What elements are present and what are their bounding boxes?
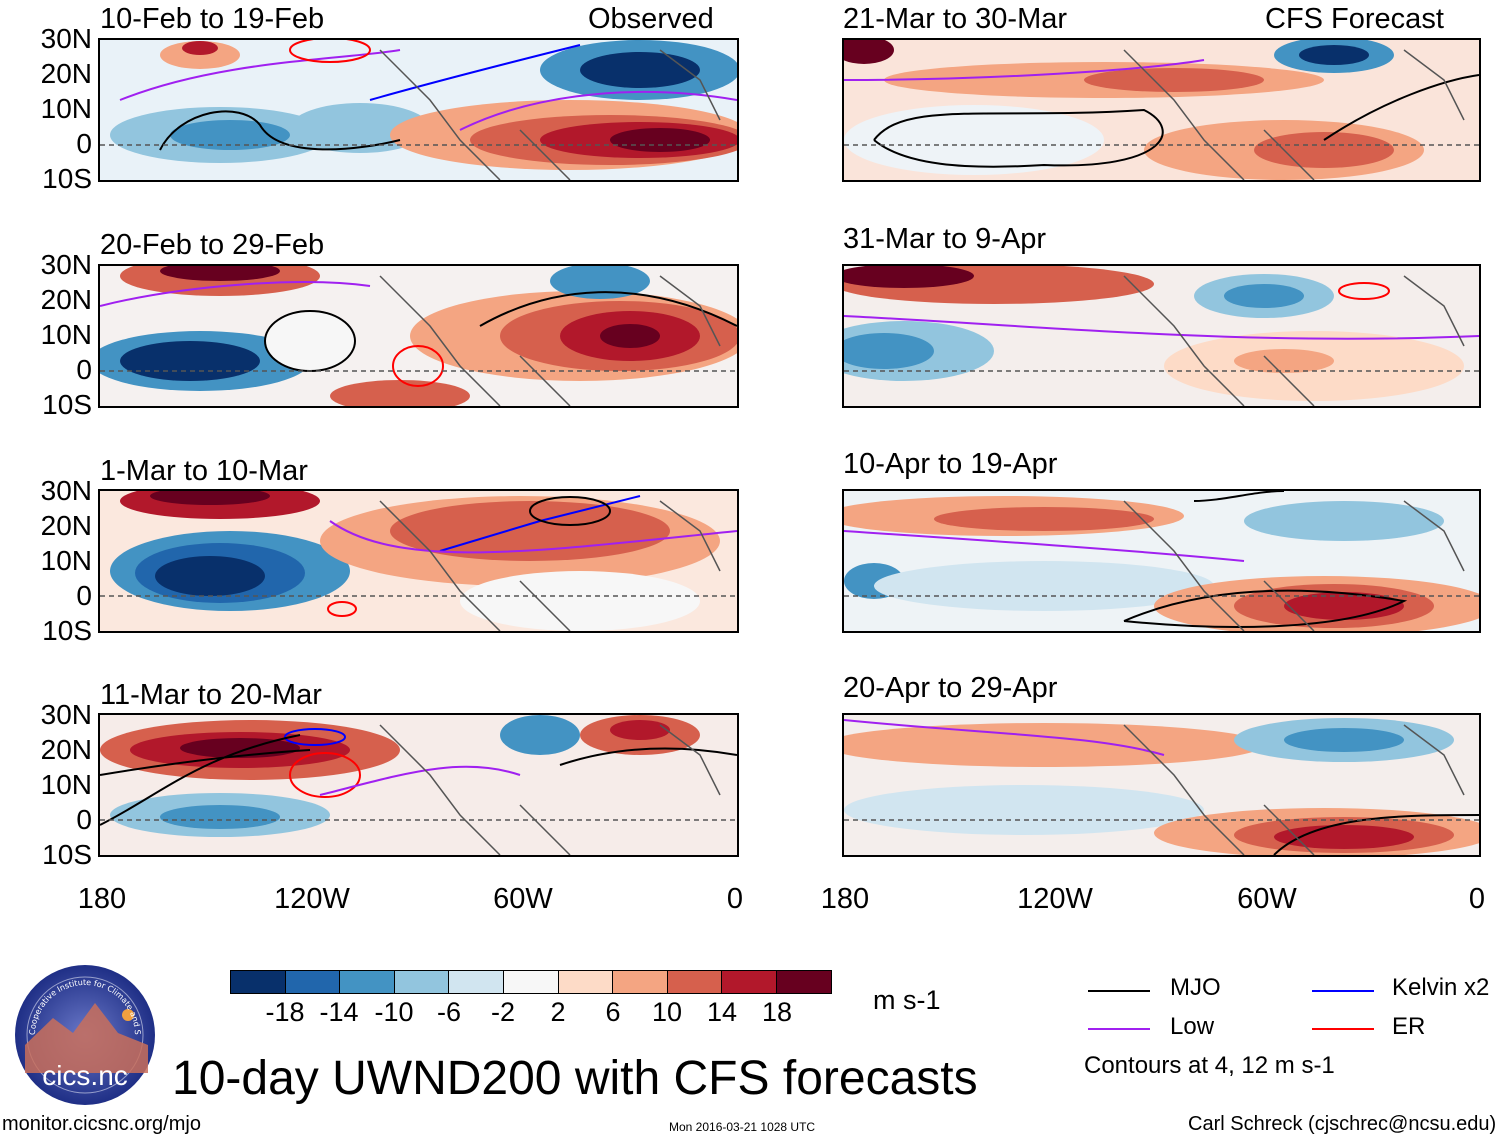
contours-note: Contours at 4, 12 m s-1: [1084, 1052, 1335, 1079]
footer-url[interactable]: monitor.cicsnc.org/mjo: [2, 1113, 201, 1135]
colorbar-label: -10: [374, 997, 414, 1027]
main-title: 10-day UWND200 with CFS forecasts: [172, 1052, 978, 1105]
colorbar-swatch: [721, 970, 777, 994]
x-tick: 180: [77, 883, 127, 915]
x-tick: 60W: [493, 883, 553, 915]
y-tick: 30N: [40, 249, 92, 280]
colorbar-swatch: [776, 970, 832, 994]
colorbar-units: m s-1: [873, 985, 941, 1015]
panel-title-2: 20-Feb to 29-Feb: [100, 229, 325, 261]
map-panel-forecast-4: [842, 713, 1481, 857]
x-tick: 0: [1468, 883, 1486, 915]
y-tick: 0: [76, 804, 92, 835]
forecast-label: CFS Forecast: [1265, 3, 1444, 35]
panel-title-6: 31-Mar to 9-Apr: [843, 223, 1047, 255]
panel-title-7: 10-Apr to 19-Apr: [843, 448, 1058, 480]
map-panel-forecast-2: [842, 264, 1481, 408]
legend-label-mjo: MJO: [1170, 974, 1221, 1001]
colorbar-label: 18: [761, 997, 793, 1027]
legend-line-low: [1088, 1028, 1150, 1030]
panel-title-5: 21-Mar to 30-Mar: [843, 3, 1068, 35]
footer-author[interactable]: Carl Schreck (cjschrec@ncsu.edu): [1188, 1113, 1497, 1135]
legend-label-er: ER: [1392, 1013, 1426, 1040]
y-tick: 10S: [42, 615, 92, 646]
map-panel-forecast-1: [842, 38, 1481, 182]
colorbar-label: -2: [490, 997, 515, 1027]
y-tick: 10N: [40, 319, 92, 350]
legend-label-low: Low: [1170, 1013, 1215, 1040]
colorbar-swatch: [557, 970, 614, 994]
legend-line-er: [1312, 1028, 1374, 1030]
colorbar-swatch: [612, 970, 668, 994]
y-tick: 30N: [40, 699, 92, 730]
panel-title-3: 1-Mar to 10-Mar: [100, 455, 308, 487]
x-tick: 60W: [1237, 883, 1297, 915]
map-panel-observed-2: [98, 264, 739, 408]
y-tick: 10N: [40, 769, 92, 800]
y-tick: 10S: [42, 163, 92, 194]
map-panel-observed-3: [98, 489, 739, 633]
y-tick: 0: [76, 580, 92, 611]
y-tick: 10N: [40, 93, 92, 124]
colorbar-swatch: [284, 970, 341, 994]
colorbar-swatch: [339, 970, 395, 994]
cics-logo[interactable]: Cooperative Institute for Climate and Sa…: [11, 956, 158, 1108]
panel-title-1: 10-Feb to 19-Feb: [100, 3, 325, 35]
colorbar-label: 6: [605, 997, 621, 1027]
panel-title-4: 11-Mar to 20-Mar: [100, 679, 322, 711]
legend-line-kelvin: [1312, 990, 1374, 992]
map-panel-observed-4: [98, 713, 739, 857]
colorbar-swatch: [666, 970, 723, 994]
footer-timestamp: Mon 2016-03-21 1028 UTC: [669, 1120, 816, 1134]
colorbar-label: -18: [265, 997, 305, 1027]
y-tick: 20N: [40, 284, 92, 315]
colorbar-label: -6: [436, 997, 461, 1027]
legend-label-kelvin: Kelvin x2: [1392, 974, 1490, 1001]
x-tick: 120W: [274, 883, 350, 915]
y-tick: 10N: [40, 545, 92, 576]
x-tick: 0: [726, 883, 744, 915]
panel-title-8: 20-Apr to 29-Apr: [843, 672, 1058, 704]
y-tick: 0: [76, 128, 92, 159]
colorbar-swatch: [393, 970, 450, 994]
logo-text: cics.nc: [42, 1060, 128, 1091]
colorbar-label: 2: [550, 997, 566, 1027]
y-tick: 10S: [42, 389, 92, 420]
map-panel-forecast-3: [842, 489, 1481, 633]
x-tick: 180: [820, 883, 870, 915]
map-panel-observed-1: [98, 38, 739, 182]
colorbar-label: -14: [319, 997, 359, 1027]
y-tick: 20N: [40, 734, 92, 765]
colorbar-swatch: [448, 970, 504, 994]
y-tick: 30N: [40, 23, 92, 54]
observed-label: Observed: [588, 3, 714, 35]
x-tick: 120W: [1017, 883, 1093, 915]
colorbar-label: 14: [706, 997, 738, 1027]
y-tick: 20N: [40, 510, 92, 541]
legend-line-mjo: [1088, 990, 1150, 992]
y-tick: 10S: [42, 839, 92, 870]
y-tick: 20N: [40, 58, 92, 89]
colorbar-swatch: [503, 970, 559, 994]
y-tick: 30N: [40, 475, 92, 506]
colorbar-label: 10: [651, 997, 683, 1027]
y-tick: 0: [76, 354, 92, 385]
colorbar-swatch: [230, 970, 286, 994]
